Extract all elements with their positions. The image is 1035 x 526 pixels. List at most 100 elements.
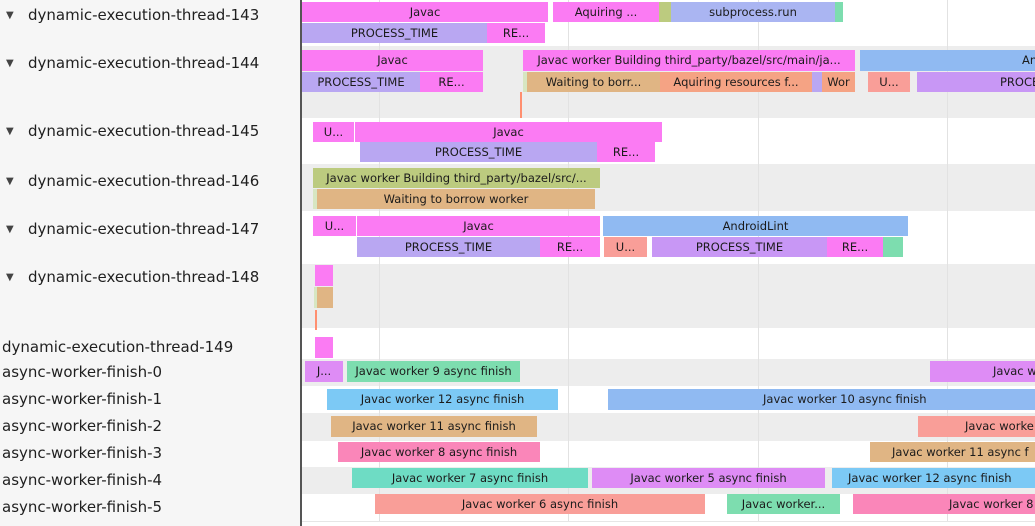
trace-slice[interactable]: Javac worker 12 async finish bbox=[832, 468, 1035, 488]
track-name-sidebar: ▼ dynamic-execution-thread-143 ▼ dynamic-ex… bbox=[0, 0, 300, 526]
trace-slice[interactable]: RE... bbox=[597, 142, 655, 162]
timeline-canvas[interactable]: Javac Aquiring ... subprocess.run PROCESS_T… bbox=[302, 0, 1035, 526]
trace-slice[interactable]: Javac worker 7 async finish bbox=[352, 468, 588, 488]
track-label-text: async-worker-finish-1 bbox=[2, 390, 163, 408]
track-label-text: async-worker-finish-4 bbox=[2, 471, 163, 489]
trace-slice[interactable]: Javac worker 8 asyn bbox=[853, 494, 1035, 514]
trace-slice[interactable]: Javac worker Building third_party/bazel/… bbox=[313, 168, 600, 188]
collapse-arrow-icon[interactable]: ▼ bbox=[6, 126, 14, 137]
track-label-text: async-worker-finish-0 bbox=[2, 363, 163, 381]
trace-slice[interactable]: subprocess.run bbox=[671, 2, 835, 22]
track-label[interactable]: ▼ dynamic-execution-thread-147 bbox=[0, 220, 259, 238]
trace-slice[interactable]: U... bbox=[868, 72, 910, 92]
collapse-arrow-icon[interactable]: ▼ bbox=[6, 272, 14, 283]
track-label[interactable]: ▼ dynamic-execution-thread-144 bbox=[0, 54, 259, 72]
track-label[interactable]: ▼ dynamic-execution-thread-145 bbox=[0, 122, 259, 140]
track-label[interactable]: async-worker-finish-1 bbox=[0, 390, 162, 408]
trace-slice[interactable]: Javac bbox=[357, 216, 600, 236]
trace-slice[interactable]: Wor bbox=[822, 72, 855, 92]
track-label[interactable]: ▼ dynamic-execution-thread-146 bbox=[0, 172, 259, 190]
track-row-band bbox=[302, 264, 1035, 328]
track-label[interactable]: async-worker-finish-3 bbox=[0, 444, 162, 462]
track-label[interactable]: async-worker-finish-4 bbox=[0, 471, 162, 489]
trace-slice[interactable]: Aquiring ... bbox=[553, 2, 659, 22]
collapse-arrow-icon[interactable]: ▼ bbox=[6, 10, 14, 21]
collapse-arrow-icon[interactable]: ▼ bbox=[6, 58, 14, 69]
trace-slice[interactable]: PROCESS_TIME bbox=[302, 23, 487, 43]
track-label[interactable]: async-worker-finish-5 bbox=[0, 498, 162, 516]
trace-slice[interactable]: An bbox=[860, 50, 1035, 71]
time-gridline bbox=[379, 0, 380, 521]
trace-slice[interactable]: RE... bbox=[540, 237, 600, 257]
trace-slice[interactable]: Javac worker 12 async finish bbox=[327, 389, 558, 410]
track-label[interactable]: dynamic-execution-thread-149 bbox=[0, 338, 233, 356]
track-label-text: dynamic-execution-thread-146 bbox=[28, 172, 260, 190]
sidebar-divider[interactable] bbox=[300, 0, 302, 526]
track-label[interactable]: ▼ dynamic-execution-thread-148 bbox=[0, 268, 259, 286]
trace-slice[interactable]: U... bbox=[313, 122, 354, 142]
track-label-text: dynamic-execution-thread-143 bbox=[28, 6, 260, 24]
trace-slice[interactable]: Javac worker 6 async finish bbox=[375, 494, 705, 514]
trace-slice[interactable] bbox=[314, 287, 317, 308]
instant-event-tick[interactable] bbox=[520, 92, 522, 118]
track-label-text: async-worker-finish-5 bbox=[2, 498, 163, 516]
trace-slice[interactable]: PROCESS_TIME bbox=[360, 142, 597, 162]
trace-slice-label: Javac worker 12 async finish bbox=[848, 471, 1012, 485]
trace-slice[interactable]: Javac worker 11 async f bbox=[870, 442, 1035, 462]
trace-slice[interactable]: Waiting to borrow worker bbox=[317, 189, 595, 209]
trace-slice-label: Javac worke bbox=[965, 419, 1034, 433]
trace-slice[interactable]: Aquiring resources f... bbox=[660, 72, 812, 92]
trace-slice[interactable]: Javac worker 11 async finish bbox=[331, 416, 537, 437]
time-gridline bbox=[758, 0, 759, 521]
track-label[interactable]: async-worker-finish-2 bbox=[0, 417, 162, 435]
trace-slice[interactable]: RE... bbox=[827, 237, 883, 257]
trace-slice[interactable]: AndroidLint bbox=[603, 216, 908, 236]
trace-slice[interactable]: U... bbox=[313, 216, 356, 236]
trace-slice[interactable]: PROCE bbox=[917, 72, 1035, 92]
trace-slice[interactable]: Javac w bbox=[930, 361, 1035, 382]
trace-slice-label: PROCE bbox=[1000, 75, 1035, 89]
track-label-text: dynamic-execution-thread-147 bbox=[28, 220, 260, 238]
trace-slice[interactable] bbox=[313, 189, 317, 209]
collapse-arrow-icon[interactable]: ▼ bbox=[6, 224, 14, 235]
trace-slice[interactable] bbox=[315, 337, 333, 358]
trace-slice[interactable]: Waiting to borr... bbox=[527, 72, 660, 92]
trace-slice-label: Javac worker 11 async f bbox=[892, 445, 1029, 459]
track-label-text: dynamic-execution-thread-145 bbox=[28, 122, 260, 140]
track-label[interactable]: async-worker-finish-0 bbox=[0, 363, 162, 381]
track-label-text: async-worker-finish-2 bbox=[2, 417, 163, 435]
trace-slice[interactable] bbox=[812, 72, 822, 92]
trace-slice[interactable]: U... bbox=[604, 237, 647, 257]
trace-slice[interactable]: Javac worker 10 async finish bbox=[608, 389, 1035, 410]
track-label[interactable]: ▼ dynamic-execution-thread-143 bbox=[0, 6, 259, 24]
time-gridline bbox=[947, 0, 948, 521]
trace-slice[interactable] bbox=[317, 287, 333, 308]
collapse-arrow-icon[interactable]: ▼ bbox=[6, 176, 14, 187]
trace-slice[interactable]: Javac worker Building third_party/bazel/… bbox=[523, 50, 855, 71]
trace-slice[interactable]: Javac worker 5 async finish bbox=[592, 468, 825, 488]
trace-slice[interactable]: PROCESS_TIME bbox=[357, 237, 540, 257]
trace-slice[interactable]: J... bbox=[305, 361, 343, 382]
trace-slice[interactable]: Javac bbox=[302, 50, 483, 71]
trace-slice-label: Javac worker 10 async finish bbox=[763, 392, 927, 406]
trace-slice[interactable]: RE... bbox=[420, 72, 483, 92]
trace-slice[interactable] bbox=[835, 2, 843, 22]
trace-slice[interactable] bbox=[315, 265, 333, 286]
trace-slice-label: Javac w bbox=[993, 364, 1035, 378]
track-label-text: async-worker-finish-3 bbox=[2, 444, 163, 462]
trace-slice[interactable]: RE... bbox=[487, 23, 545, 43]
trace-slice[interactable]: Javac bbox=[355, 122, 662, 142]
trace-slice[interactable]: PROCESS_TIME bbox=[652, 237, 827, 257]
trace-slice[interactable]: Javac worker 9 async finish bbox=[347, 361, 520, 382]
trace-slice[interactable]: Javac bbox=[302, 2, 548, 22]
trace-slice[interactable]: Javac worker... bbox=[727, 494, 840, 514]
instant-event-tick[interactable] bbox=[315, 310, 317, 330]
trace-slice[interactable] bbox=[883, 237, 903, 257]
trace-slice[interactable]: PROCESS_TIME bbox=[302, 72, 420, 92]
timeline-bottom-border bbox=[302, 521, 1035, 522]
trace-slice[interactable]: Javac worke bbox=[918, 416, 1035, 437]
trace-slice[interactable] bbox=[659, 2, 671, 22]
trace-slice[interactable] bbox=[523, 72, 527, 92]
trace-slice[interactable]: Javac worker 8 async finish bbox=[338, 442, 540, 462]
